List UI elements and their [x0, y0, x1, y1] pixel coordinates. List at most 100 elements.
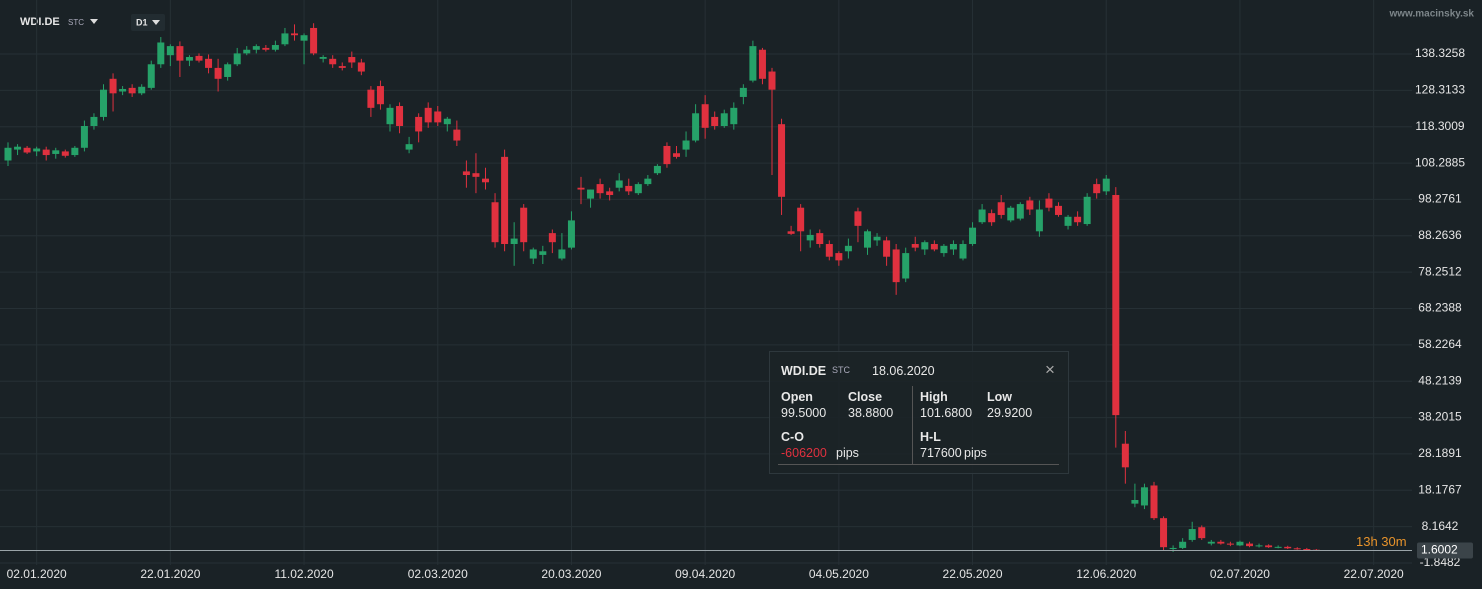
candle-body	[482, 178, 489, 183]
candle-body	[663, 145, 671, 165]
candle-body	[1150, 485, 1158, 519]
candle-body	[673, 153, 680, 157]
divider	[778, 464, 1059, 465]
candle-body	[491, 202, 499, 243]
candle-body	[969, 227, 977, 245]
y-tick-label: 98.2761	[1418, 192, 1462, 206]
candle-body	[701, 104, 709, 128]
co-label: C-O	[781, 430, 804, 444]
candle-body	[892, 249, 900, 283]
close-button[interactable]: ×	[1045, 360, 1055, 379]
x-tick-label: 22.05.2020	[943, 567, 1003, 581]
y-tick-label: 8.1642	[1422, 519, 1459, 533]
candle-body	[1140, 487, 1148, 506]
candle-body	[883, 240, 891, 257]
candle-body	[1007, 207, 1015, 221]
exchange: STC	[68, 18, 84, 27]
y-tick-label: 68.2388	[1418, 301, 1462, 315]
candle-body	[797, 207, 805, 232]
candle-body	[1303, 549, 1311, 551]
candle-body	[138, 86, 146, 94]
candle-body	[14, 146, 22, 150]
open-value: 99.5000	[781, 406, 827, 420]
candle-body	[147, 64, 155, 88]
timeframe[interactable]: D1	[136, 17, 148, 27]
candle-body	[1026, 200, 1034, 210]
x-tick-label: 12.06.2020	[1076, 567, 1136, 581]
candle-body	[157, 42, 165, 65]
candle-body	[52, 150, 60, 154]
candle-body	[224, 64, 232, 77]
candle-body	[1064, 216, 1072, 226]
candle-body	[1055, 205, 1062, 215]
candle-body	[23, 147, 31, 153]
watermark: www.macinsky.sk	[1389, 9, 1475, 20]
tooltip-date: 18.06.2020	[872, 364, 935, 378]
candle-body	[233, 53, 241, 65]
countdown: 13h 30m	[1356, 534, 1407, 549]
candle-body	[720, 113, 728, 126]
candle-body	[558, 249, 566, 259]
y-tick-label: 108.2885	[1415, 155, 1465, 169]
candle-body	[357, 62, 365, 72]
candle-body	[396, 106, 404, 126]
candle-body	[109, 78, 117, 94]
candle-body	[778, 124, 786, 197]
candle-body	[80, 125, 88, 148]
candle-body	[252, 46, 260, 50]
candle-body	[835, 253, 843, 261]
candle-body	[453, 129, 461, 141]
candle-body	[959, 244, 967, 259]
candle-body	[692, 113, 700, 141]
candle-body	[548, 233, 556, 243]
high-label: High	[920, 390, 948, 404]
candle-body	[338, 66, 346, 68]
candle-body	[1112, 194, 1120, 416]
candle-body	[854, 211, 862, 226]
candle-body	[1160, 518, 1168, 548]
candle-body	[949, 244, 957, 250]
candle-body	[1207, 541, 1215, 544]
last-price-badge	[1417, 542, 1473, 559]
candle-body	[262, 47, 270, 50]
timeframe-box[interactable]	[131, 14, 165, 31]
candle-body	[185, 57, 193, 61]
x-tick-label: 02.03.2020	[408, 567, 468, 581]
x-tick-label: 04.05.2020	[809, 567, 869, 581]
candle-body	[1045, 198, 1053, 208]
y-tick-label: 28.1891	[1418, 446, 1462, 460]
candle-body	[319, 57, 327, 59]
x-tick-label: 02.01.2020	[7, 567, 67, 581]
candle-body	[1121, 443, 1129, 468]
candle-body	[529, 249, 537, 259]
tooltip-symbol: WDI.DE	[781, 364, 827, 378]
candle-body	[1217, 541, 1225, 544]
candle-body	[1035, 209, 1043, 232]
candle-body	[1226, 543, 1234, 545]
high-value: 101.6800	[920, 406, 973, 420]
candle-body	[510, 238, 518, 245]
close-label: Close	[848, 390, 883, 404]
candle-body	[653, 165, 661, 174]
candle-body	[768, 71, 776, 90]
candle-body	[730, 107, 738, 125]
candle-body	[1169, 547, 1177, 550]
candle-body	[90, 116, 98, 126]
y-tick-label: 138.3258	[1415, 46, 1465, 60]
dropdown-arrow[interactable]	[152, 20, 160, 25]
candle-body	[300, 35, 308, 41]
candle-body	[33, 148, 41, 152]
candle-body	[978, 209, 986, 223]
candle-body	[940, 245, 948, 254]
candle-body	[291, 33, 298, 36]
dropdown-arrow[interactable]	[90, 19, 98, 24]
candle-body	[577, 187, 585, 190]
x-tick-label: 09.04.2020	[675, 567, 735, 581]
candle-body	[758, 49, 766, 79]
candle-body	[329, 58, 337, 65]
candle-body	[1246, 543, 1253, 547]
candle-body	[711, 116, 719, 126]
y-tick-label: 48.2139	[1418, 373, 1462, 387]
